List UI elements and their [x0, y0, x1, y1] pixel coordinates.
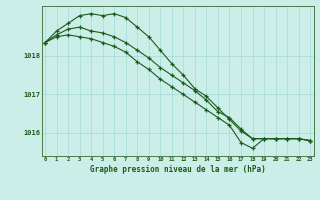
X-axis label: Graphe pression niveau de la mer (hPa): Graphe pression niveau de la mer (hPa): [90, 165, 266, 174]
